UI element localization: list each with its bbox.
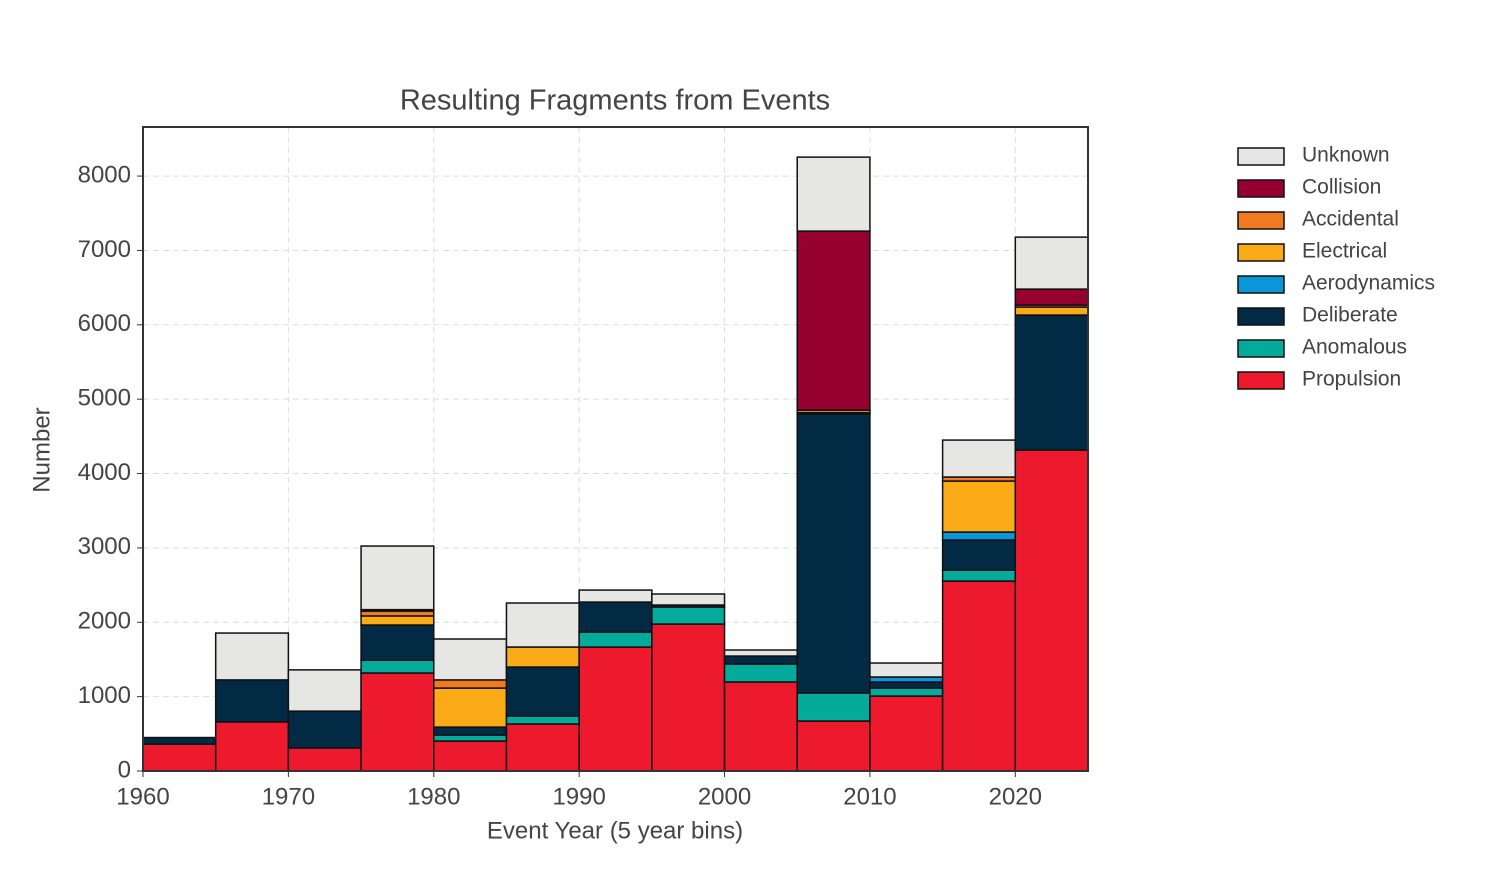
legend-label: Electrical bbox=[1302, 240, 1387, 263]
bar-segment bbox=[287, 710, 362, 749]
x-axis-label: Event Year (5 year bins) bbox=[487, 817, 743, 844]
bar-segment bbox=[869, 695, 944, 772]
bar-segment bbox=[651, 606, 726, 625]
legend-label: Collision bbox=[1302, 176, 1381, 199]
legend-label: Deliberate bbox=[1302, 304, 1398, 327]
bar-segment bbox=[941, 569, 1017, 582]
bar-segment bbox=[1014, 314, 1089, 451]
bar-segment bbox=[578, 646, 653, 772]
bar-segment bbox=[796, 413, 871, 694]
x-tick-label: 2010 bbox=[843, 783, 896, 810]
x-tick-label: 1970 bbox=[262, 783, 315, 810]
bar-segment bbox=[869, 681, 944, 689]
bar-segment bbox=[723, 649, 798, 657]
bar-segment bbox=[723, 663, 798, 683]
legend-label: Accidental bbox=[1302, 208, 1399, 231]
legend-swatch bbox=[1237, 275, 1285, 294]
bar-segment bbox=[796, 156, 871, 232]
bar-segment bbox=[505, 602, 580, 648]
bar-segment bbox=[723, 681, 798, 772]
bar-segment bbox=[869, 687, 944, 697]
bar-segment bbox=[214, 721, 290, 772]
legend-label: Aerodynamics bbox=[1302, 272, 1435, 295]
bar-segment bbox=[360, 659, 435, 674]
y-tick-label: 1000 bbox=[78, 682, 131, 709]
legend-swatch bbox=[1237, 371, 1285, 390]
bar-segment bbox=[433, 687, 508, 728]
legend-label: Anomalous bbox=[1302, 336, 1407, 359]
y-tick-label: 8000 bbox=[78, 161, 131, 188]
legend-swatch bbox=[1237, 179, 1285, 198]
y-axis-label: Number bbox=[28, 407, 55, 492]
bar-segment bbox=[505, 715, 580, 725]
x-tick-label: 2000 bbox=[698, 783, 751, 810]
bar-segment bbox=[287, 747, 362, 772]
bar-segment bbox=[651, 593, 726, 606]
x-tick-label: 2020 bbox=[989, 783, 1042, 810]
bar-segment bbox=[941, 580, 1017, 772]
bar-segment bbox=[360, 545, 435, 611]
legend-swatch bbox=[1237, 339, 1285, 358]
bar-segment bbox=[287, 669, 362, 712]
bar-segment bbox=[505, 666, 580, 717]
bar-segment bbox=[214, 679, 290, 723]
bar-segment bbox=[941, 480, 1017, 533]
bar-segment bbox=[360, 615, 435, 626]
bar-segment bbox=[941, 539, 1017, 571]
bar-segment bbox=[214, 632, 290, 681]
y-tick-label: 2000 bbox=[78, 608, 131, 635]
bar-segment bbox=[941, 531, 1017, 541]
chart-title: Resulting Fragments from Events bbox=[400, 85, 830, 117]
legend-swatch bbox=[1237, 307, 1285, 326]
bar-segment bbox=[1014, 236, 1089, 290]
bar-segment bbox=[433, 726, 508, 736]
legend-swatch bbox=[1237, 211, 1285, 230]
bar-segment bbox=[1014, 288, 1089, 306]
legend-swatch bbox=[1237, 147, 1285, 166]
bar-segment bbox=[433, 740, 508, 772]
y-tick-label: 6000 bbox=[78, 310, 131, 337]
y-tick-label: 5000 bbox=[78, 385, 131, 412]
bar-segment bbox=[360, 672, 435, 772]
bar-segment bbox=[142, 743, 217, 772]
x-tick-label: 1960 bbox=[116, 783, 169, 810]
bar-segment bbox=[433, 679, 508, 689]
bar-segment bbox=[723, 655, 798, 665]
y-tick-label: 4000 bbox=[78, 459, 131, 486]
bar-segment bbox=[941, 439, 1017, 478]
y-tick-label: 3000 bbox=[78, 533, 131, 560]
bar-segment bbox=[142, 736, 217, 745]
bar-segment bbox=[433, 734, 508, 742]
bar-segment bbox=[505, 723, 580, 772]
x-tick-label: 1980 bbox=[407, 783, 460, 810]
legend-swatch bbox=[1237, 243, 1285, 262]
bar-segment bbox=[578, 631, 653, 648]
bar-segment bbox=[1014, 306, 1089, 316]
bar-segment bbox=[505, 646, 580, 668]
bar-segment bbox=[360, 624, 435, 661]
bar-segment bbox=[578, 601, 653, 633]
bar-segment bbox=[796, 720, 871, 772]
plot-frame bbox=[142, 126, 1089, 772]
y-tick-label: 7000 bbox=[78, 236, 131, 263]
bar-segment bbox=[651, 623, 726, 772]
bar-segment bbox=[1014, 449, 1089, 772]
bar-segment bbox=[869, 662, 944, 678]
x-tick-label: 1990 bbox=[552, 783, 605, 810]
bar-segment bbox=[433, 638, 508, 681]
bar-segment bbox=[578, 589, 653, 603]
bar-segment bbox=[796, 230, 871, 411]
y-tick-label: 0 bbox=[118, 756, 131, 783]
bar-segment bbox=[796, 692, 871, 722]
legend-label: Propulsion bbox=[1302, 368, 1401, 391]
legend-label: Unknown bbox=[1302, 144, 1390, 167]
